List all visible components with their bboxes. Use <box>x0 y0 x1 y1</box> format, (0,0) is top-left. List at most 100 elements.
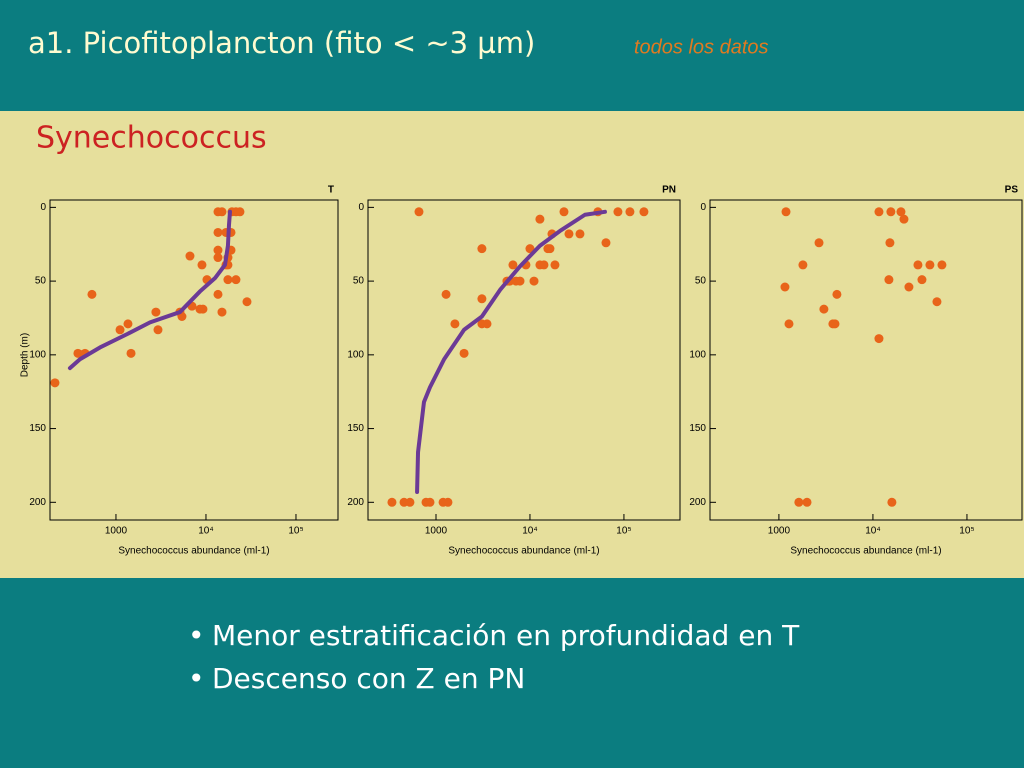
data-point <box>213 289 223 299</box>
data-point <box>50 378 60 388</box>
data-point <box>832 289 842 299</box>
data-point <box>235 207 245 217</box>
data-point <box>564 229 574 239</box>
data-point <box>405 497 415 507</box>
data-point <box>242 297 252 307</box>
x-tick-label: 10⁴ <box>865 526 880 537</box>
data-point <box>904 282 914 292</box>
x-tick-label: 10⁴ <box>198 526 213 537</box>
data-point <box>529 276 539 286</box>
bullet-mark: • <box>188 662 205 695</box>
data-point <box>425 497 435 507</box>
data-point <box>482 319 492 329</box>
data-point <box>925 260 935 270</box>
x-tick-label: 1000 <box>105 526 128 537</box>
plot-frame <box>49 199 339 521</box>
slide-subtitle: todos los datos <box>634 36 769 58</box>
bullet: Menor estratificación en profundidad en … <box>212 619 800 652</box>
data-point <box>126 348 136 358</box>
chart-title: PN <box>662 185 676 196</box>
data-point <box>917 275 927 285</box>
x-axis-label: Synechococcus abundance (ml-1) <box>448 546 599 557</box>
data-point <box>441 289 451 299</box>
data-point <box>459 348 469 358</box>
data-point <box>87 289 97 299</box>
slide-title: a1. Picofitoplancton (fito < ~3 µm) <box>28 26 535 60</box>
data-point <box>443 497 453 507</box>
plot-frame <box>367 199 681 521</box>
chart: PN 0 50 100 150 200 1000 10⁴ 10⁵ Synechococcus ab… <box>347 185 681 557</box>
data-point <box>508 260 518 270</box>
data-point <box>153 325 163 335</box>
data-point <box>884 275 894 285</box>
data-point <box>414 207 424 217</box>
data-point <box>539 260 549 270</box>
data-point <box>123 319 133 329</box>
data-point <box>784 319 794 329</box>
data-point <box>450 319 460 329</box>
data-point <box>575 229 585 239</box>
data-point <box>802 497 812 507</box>
x-axis-label: Synechococcus abundance (ml-1) <box>118 546 269 557</box>
x-tick-label: 1000 <box>425 526 448 537</box>
data-point <box>885 238 895 248</box>
y-tick-label: 100 <box>347 349 364 360</box>
data-line <box>67 209 232 371</box>
x-tick-label: 10⁵ <box>288 526 303 537</box>
data-point <box>874 334 884 344</box>
y-tick-label: 150 <box>29 423 46 434</box>
data-point <box>217 307 227 317</box>
data-point <box>477 294 487 304</box>
data-point <box>545 244 555 254</box>
data-point <box>213 253 223 263</box>
data-point <box>185 251 195 261</box>
chart: T 0 50 100 150 200 1000 10⁴ 10⁵ Synechococcus abu… <box>20 185 339 557</box>
data-point <box>887 497 897 507</box>
data-point <box>613 207 623 217</box>
data-point <box>899 214 909 224</box>
y-tick-label: 0 <box>40 202 46 213</box>
y-tick-label: 50 <box>695 276 707 287</box>
data-point <box>477 244 487 254</box>
y-tick-label: 200 <box>689 497 706 508</box>
data-line <box>415 209 607 494</box>
y-tick-label: 100 <box>29 349 46 360</box>
chart: PS 0 50 100 150 200 1000 10⁴ 10⁵ Synechococcus ab… <box>689 185 1023 557</box>
x-tick-label: 10⁵ <box>616 526 631 537</box>
plot-frame <box>709 199 1023 521</box>
data-point <box>896 207 906 217</box>
x-tick-label: 1000 <box>768 526 791 537</box>
chart-title: T <box>328 185 334 196</box>
x-axis-label: Synechococcus abundance (ml-1) <box>790 546 941 557</box>
data-point <box>886 207 896 217</box>
y-tick-label: 200 <box>29 497 46 508</box>
data-point <box>515 276 525 286</box>
bullet-mark: • <box>188 619 205 652</box>
data-point <box>798 260 808 270</box>
y-tick-label: 200 <box>347 497 364 508</box>
data-point <box>625 207 635 217</box>
y-tick-label: 0 <box>700 202 706 213</box>
data-point <box>217 207 227 217</box>
data-point <box>601 238 611 248</box>
data-point <box>932 297 942 307</box>
data-point <box>223 275 233 285</box>
y-tick-label: 100 <box>689 349 706 360</box>
data-point <box>830 319 840 329</box>
data-point <box>73 348 83 358</box>
bullet: Descenso con Z en PN <box>212 662 525 695</box>
data-point <box>213 245 223 255</box>
chart-title: PS <box>1005 185 1019 196</box>
y-tick-label: 150 <box>689 423 706 434</box>
data-point <box>151 307 161 317</box>
data-point <box>794 497 804 507</box>
data-point <box>559 207 569 217</box>
data-point <box>814 238 824 248</box>
data-point <box>231 275 241 285</box>
data-point <box>535 214 545 224</box>
panel <box>0 111 1024 578</box>
data-point <box>913 260 923 270</box>
data-point <box>874 207 884 217</box>
